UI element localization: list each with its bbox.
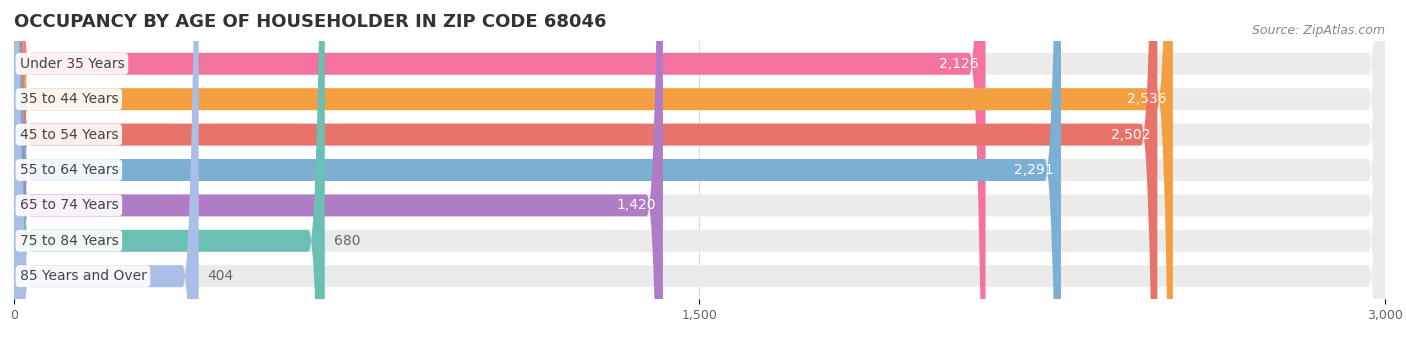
Text: 680: 680: [335, 234, 360, 248]
Text: 2,536: 2,536: [1126, 92, 1166, 106]
FancyBboxPatch shape: [14, 0, 1385, 340]
FancyBboxPatch shape: [14, 0, 1385, 340]
Text: 2,126: 2,126: [939, 57, 979, 71]
FancyBboxPatch shape: [14, 0, 1385, 340]
FancyBboxPatch shape: [14, 0, 1385, 340]
FancyBboxPatch shape: [14, 0, 325, 340]
FancyBboxPatch shape: [14, 0, 1385, 340]
FancyBboxPatch shape: [14, 0, 1157, 340]
FancyBboxPatch shape: [14, 0, 1173, 340]
FancyBboxPatch shape: [14, 0, 664, 340]
Text: 75 to 84 Years: 75 to 84 Years: [20, 234, 118, 248]
Text: 1,420: 1,420: [617, 199, 657, 212]
Text: 2,502: 2,502: [1111, 128, 1150, 141]
Text: 55 to 64 Years: 55 to 64 Years: [20, 163, 118, 177]
FancyBboxPatch shape: [14, 0, 198, 340]
Text: 85 Years and Over: 85 Years and Over: [20, 269, 146, 283]
FancyBboxPatch shape: [14, 0, 1062, 340]
FancyBboxPatch shape: [14, 0, 986, 340]
Text: 65 to 74 Years: 65 to 74 Years: [20, 199, 118, 212]
Text: Under 35 Years: Under 35 Years: [20, 57, 124, 71]
FancyBboxPatch shape: [14, 0, 1385, 340]
Text: OCCUPANCY BY AGE OF HOUSEHOLDER IN ZIP CODE 68046: OCCUPANCY BY AGE OF HOUSEHOLDER IN ZIP C…: [14, 13, 606, 31]
Text: 404: 404: [208, 269, 233, 283]
Text: Source: ZipAtlas.com: Source: ZipAtlas.com: [1251, 24, 1385, 37]
Text: 2,291: 2,291: [1015, 163, 1054, 177]
Text: 45 to 54 Years: 45 to 54 Years: [20, 128, 118, 141]
FancyBboxPatch shape: [14, 0, 1385, 340]
Text: 35 to 44 Years: 35 to 44 Years: [20, 92, 118, 106]
